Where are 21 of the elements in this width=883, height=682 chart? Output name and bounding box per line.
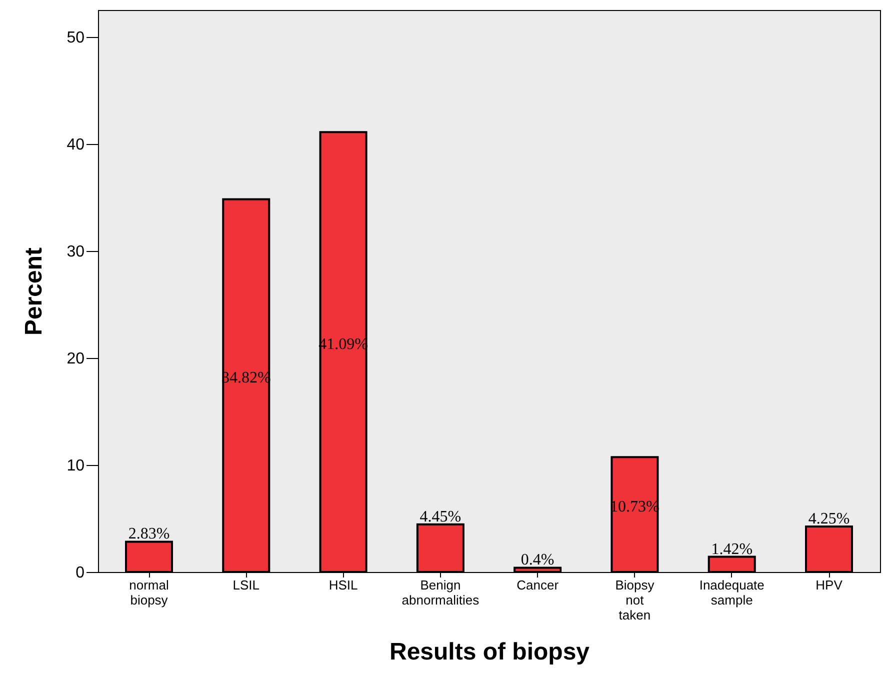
x-tick-label: LSIL [232,578,260,592]
y-tick-label: 30 [66,243,85,260]
x-tick-label: HSIL [328,578,358,592]
x-axis-title: Results of biopsy [389,638,590,666]
data-label: 4.45% [420,508,462,526]
y-tick-label: 10 [66,457,85,474]
x-tick-label: Biopsy not taken [615,578,655,622]
y-tick-label: 20 [66,350,85,368]
x-tick-label: Cancer [516,578,560,592]
y-tick-label: 0 [76,564,85,582]
x-tick-label: HPV [816,578,843,592]
data-label: 2.83% [128,526,170,543]
x-tick-label: Benign abnormalities [402,578,480,608]
data-label: 1.42% [711,540,753,558]
data-label: 4.25% [808,510,850,528]
x-tick-label: normal biopsy [129,578,169,608]
y-axis-title: Percent [20,247,48,336]
x-tick-label: Inadequate sample [699,578,764,608]
y-tick-label: 50 [66,29,85,46]
y-tick-label: 40 [66,136,85,154]
data-label: 0.4% [520,552,554,569]
